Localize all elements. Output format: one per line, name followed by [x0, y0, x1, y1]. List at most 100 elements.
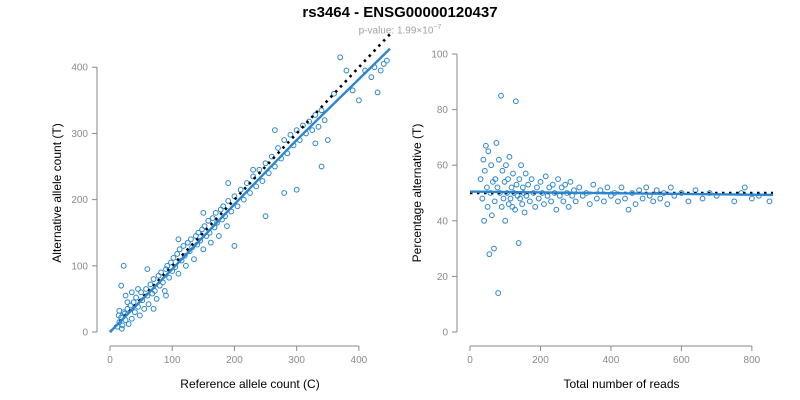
x-tick-label: 0	[467, 355, 473, 366]
data-point	[234, 203, 241, 210]
data-point	[517, 195, 523, 202]
data-point	[488, 162, 495, 169]
data-point	[158, 269, 164, 276]
data-point	[262, 160, 269, 167]
x-tick-label: 300	[288, 355, 305, 366]
data-point	[309, 127, 316, 134]
data-point	[498, 92, 504, 99]
data-point	[615, 198, 621, 205]
x-tick-label: 100	[164, 355, 181, 366]
data-point	[657, 195, 664, 202]
data-point	[293, 186, 300, 193]
data-point	[479, 195, 486, 202]
data-point	[180, 243, 187, 249]
data-point	[505, 201, 512, 208]
data-point	[576, 184, 583, 191]
data-point	[265, 170, 272, 177]
data-point	[541, 201, 547, 208]
data-point	[521, 209, 528, 216]
data-point	[141, 305, 148, 312]
data-point	[553, 206, 560, 213]
data-point	[240, 196, 247, 203]
data-point	[590, 181, 597, 188]
data-point	[201, 223, 208, 229]
data-point	[625, 206, 632, 213]
data-point	[195, 229, 202, 236]
data-point	[565, 204, 572, 210]
data-point	[498, 204, 505, 210]
data-point	[562, 181, 569, 188]
data-point	[632, 201, 639, 208]
data-point	[200, 209, 207, 216]
data-point	[184, 239, 191, 246]
data-point	[237, 186, 244, 193]
data-point	[153, 296, 160, 302]
data-point	[275, 145, 281, 151]
data-point	[349, 87, 356, 94]
data-point	[119, 322, 126, 329]
data-point	[766, 198, 773, 205]
chart-title: rs3464 - ENSG00000120437	[302, 4, 498, 21]
data-point	[143, 286, 149, 292]
data-point	[120, 262, 127, 269]
data-point	[130, 299, 137, 306]
data-point	[163, 292, 169, 299]
y-tick-label: 100	[71, 261, 88, 272]
data-point	[174, 250, 181, 257]
data-point	[207, 239, 214, 246]
data-point	[748, 195, 755, 202]
data-point	[515, 240, 522, 246]
data-point	[484, 204, 491, 210]
data-point	[519, 201, 526, 208]
data-point	[312, 111, 319, 118]
data-point	[522, 170, 529, 177]
data-point	[549, 181, 556, 188]
data-point	[191, 256, 197, 263]
data-point	[374, 89, 381, 96]
x-tick-label: 400	[351, 355, 368, 366]
data-point	[155, 272, 162, 279]
data-point	[622, 195, 628, 202]
data-point	[318, 163, 325, 170]
data-point	[484, 184, 490, 191]
data-point	[494, 184, 501, 191]
data-point	[639, 195, 646, 202]
y-tick-label: 40	[437, 216, 449, 227]
allele-count-scatter-plot: 0 100 200 300 400 0 100 200 300 400 Reference alle…	[50, 33, 391, 391]
data-point	[122, 292, 129, 299]
data-point	[144, 266, 151, 273]
data-point	[604, 184, 611, 191]
data-point	[485, 148, 492, 155]
data-point	[555, 176, 561, 183]
data-point	[516, 176, 523, 183]
data-point	[741, 184, 748, 191]
data-point	[331, 90, 337, 97]
data-point	[355, 97, 362, 104]
data-point	[315, 123, 322, 130]
data-point	[546, 184, 553, 191]
y-tick-label: 0	[82, 328, 88, 339]
data-point	[477, 176, 484, 183]
data-point	[506, 153, 513, 160]
data-point	[131, 309, 138, 316]
data-point	[492, 176, 499, 183]
data-point	[499, 167, 506, 174]
data-point	[502, 217, 509, 224]
data-point	[175, 270, 182, 277]
x-tick-label: 800	[744, 355, 761, 366]
data-point	[537, 178, 544, 185]
data-point	[507, 195, 514, 202]
data-point	[526, 198, 533, 205]
data-point	[200, 246, 207, 253]
y-tick-label: 200	[71, 195, 88, 206]
y-axis-label: Percentage alternative (T)	[410, 124, 424, 263]
data-point	[250, 173, 257, 180]
y-tick-label: 400	[71, 63, 88, 74]
data-point	[161, 288, 168, 294]
data-point	[525, 181, 532, 188]
data-point	[127, 302, 134, 309]
data-point	[383, 57, 390, 64]
data-point	[650, 198, 657, 205]
y-tick-label: 80	[437, 105, 449, 116]
